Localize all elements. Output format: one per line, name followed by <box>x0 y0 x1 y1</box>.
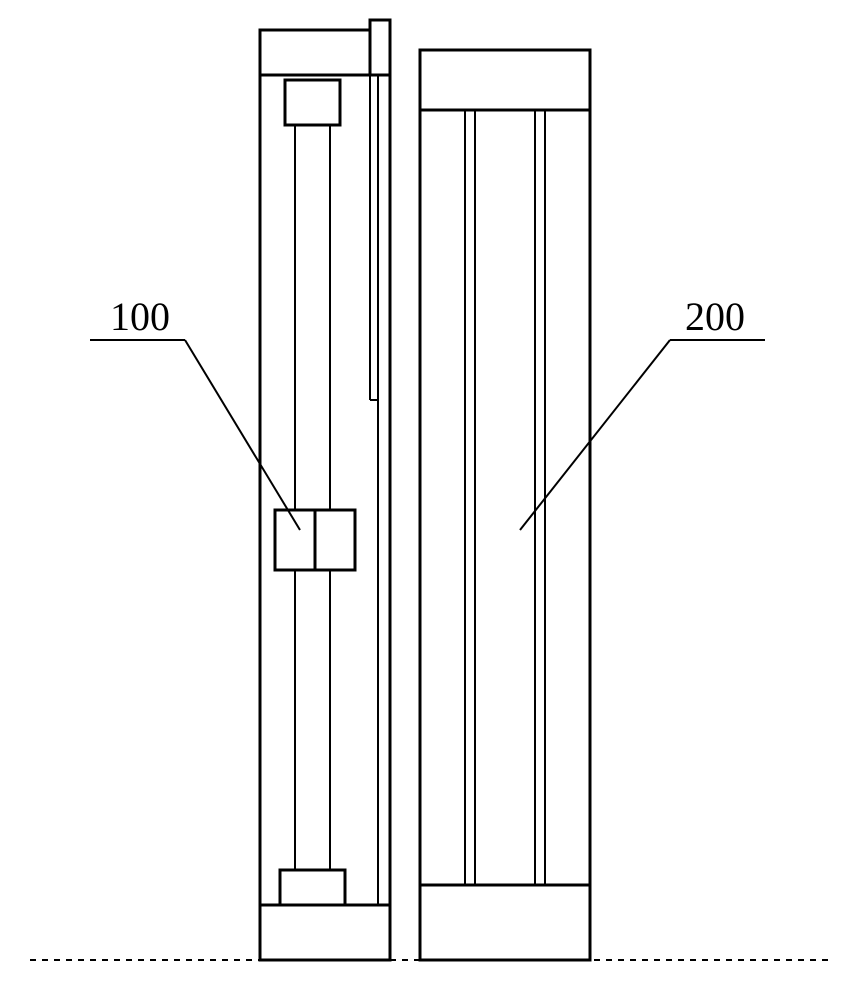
callout-label-100: 100 <box>110 294 170 339</box>
callout-label-200: 200 <box>685 294 745 339</box>
